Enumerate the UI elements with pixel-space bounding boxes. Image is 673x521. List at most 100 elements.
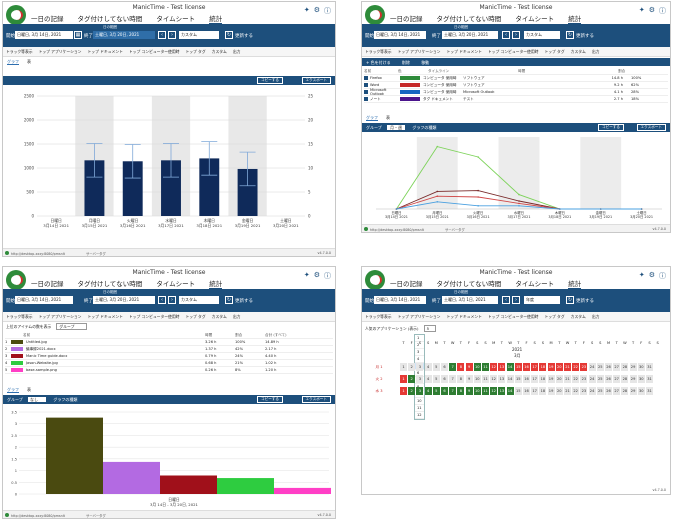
calendar-day-cell[interactable]: 3 bbox=[416, 387, 424, 395]
calendar-day-cell[interactable]: 22 bbox=[572, 387, 580, 395]
calendar-day-cell[interactable]: 29 bbox=[629, 387, 637, 395]
calendar-day-cell[interactable]: 18 bbox=[539, 387, 547, 395]
prev-range-button[interactable]: ‹ bbox=[502, 31, 510, 39]
delete-button[interactable]: 削除 bbox=[401, 60, 410, 65]
report-tab-track[interactable]: トラック等表示 bbox=[6, 314, 33, 319]
calendar-day-cell[interactable]: 27 bbox=[613, 363, 621, 371]
calendar-day-cell[interactable]: 26 bbox=[605, 387, 612, 395]
calendar-day-cell[interactable]: 4 bbox=[424, 363, 432, 371]
tab-untagged-time[interactable]: タグ付けしてない時間 bbox=[77, 280, 143, 288]
dropdown-option[interactable]: 11 bbox=[415, 405, 424, 412]
report-tab-docs[interactable]: トップ ドキュメント bbox=[87, 314, 123, 319]
calendar-day-cell[interactable]: 4 bbox=[424, 375, 432, 383]
status-url[interactable]: http://desktop-xxxy:8080/pmsnlt bbox=[11, 514, 65, 518]
copy-button[interactable]: コピーする bbox=[257, 396, 283, 403]
range-select[interactable]: カスタム bbox=[179, 296, 219, 304]
gear-icon[interactable]: ⚙ bbox=[313, 6, 320, 14]
calendar-day-cell[interactable]: 7 bbox=[449, 375, 457, 383]
calendar-day-cell[interactable]: 28 bbox=[621, 375, 629, 383]
table-row[interactable]: 2 議事録2021.docx 1.37 h 42% 2.17 h bbox=[5, 346, 333, 353]
calendar-day-cell[interactable]: 22 bbox=[572, 363, 580, 371]
report-tab-docs[interactable]: トップ ドキュメント bbox=[446, 49, 482, 54]
dropdown-option[interactable]: 3 bbox=[415, 349, 424, 356]
calendar-day-cell[interactable]: 15 bbox=[514, 387, 522, 395]
calendar-day-cell[interactable]: 7 bbox=[449, 387, 457, 395]
copy-button[interactable]: コピーする bbox=[598, 124, 624, 131]
copy-button[interactable]: コピーする bbox=[257, 77, 283, 84]
report-tab-custom[interactable]: カスタム bbox=[570, 314, 586, 319]
from-date-field[interactable]: 日曜日, 3月 14日, 2021 bbox=[15, 31, 73, 39]
tab-untagged-time[interactable]: タグ付けしてない時間 bbox=[436, 280, 502, 288]
calendar-day-cell[interactable]: 10 bbox=[473, 375, 481, 383]
calendar-day-cell[interactable]: 6 bbox=[441, 387, 448, 395]
calendar-day-cell[interactable]: 24 bbox=[588, 375, 596, 383]
pin-icon[interactable]: ✦ bbox=[303, 6, 310, 14]
calendar-day-cell[interactable]: 23 bbox=[580, 363, 588, 371]
calendar-day-cell[interactable]: 5 bbox=[432, 387, 440, 395]
calendar-day-cell[interactable]: 23 bbox=[580, 375, 588, 383]
calendar-day-cell[interactable]: 26 bbox=[605, 375, 612, 383]
group-select[interactable]: なし bbox=[28, 397, 47, 402]
calendar-day-cell[interactable]: 26 bbox=[605, 363, 612, 371]
row-color-swatch[interactable] bbox=[400, 83, 420, 87]
refresh-label[interactable]: 更新する bbox=[576, 34, 594, 39]
from-date-field[interactable]: 日曜日, 3月 14日, 2021 bbox=[374, 31, 426, 39]
calendar-day-cell[interactable]: 25 bbox=[596, 387, 604, 395]
pin-icon[interactable]: ✦ bbox=[638, 271, 645, 279]
calendar-day-cell[interactable]: 20 bbox=[555, 375, 563, 383]
refresh-icon[interactable]: ↻ bbox=[566, 296, 574, 304]
report-tab-export[interactable]: 出力 bbox=[232, 49, 241, 54]
calendar-day-cell[interactable]: 2 bbox=[408, 375, 416, 383]
report-tab-computer[interactable]: トップ コンピューター使用時 bbox=[487, 314, 539, 319]
calendar-day-cell[interactable]: 9 bbox=[465, 387, 473, 395]
status-url[interactable]: http://desktop-xxxy:8080/pmsnlt bbox=[370, 228, 424, 232]
calendar-day-cell[interactable]: 6 bbox=[441, 363, 448, 371]
calendar-day-cell[interactable]: 14 bbox=[506, 363, 514, 371]
calendar-day-cell[interactable]: 21 bbox=[564, 363, 571, 371]
calendar-day-cell[interactable]: 31 bbox=[646, 387, 653, 395]
calendar-day-cell[interactable]: 10 bbox=[473, 363, 481, 371]
calendar-day-cell[interactable]: 12 bbox=[490, 375, 498, 383]
tab-timesheet[interactable]: タイムシート bbox=[515, 280, 555, 288]
calendar-day-cell[interactable]: 7 bbox=[449, 363, 457, 371]
calendar-day-cell[interactable]: 15 bbox=[514, 375, 522, 383]
report-tab-computer[interactable]: トップ コンピューター使用時 bbox=[487, 49, 539, 54]
calendar-day-cell[interactable]: 18 bbox=[539, 363, 547, 371]
calendar-day-cell[interactable]: 5 bbox=[432, 375, 440, 383]
calendar-day-cell[interactable]: 29 bbox=[629, 363, 637, 371]
dropdown-option[interactable]: 4 bbox=[415, 356, 424, 363]
gear-icon[interactable]: ⚙ bbox=[648, 271, 655, 279]
calendar-day-cell[interactable]: 31 bbox=[646, 363, 653, 371]
calendar-day-cell[interactable]: 16 bbox=[523, 387, 530, 395]
to-date-field[interactable]: 土曜日, 3月 20日, 2021 bbox=[93, 296, 155, 304]
calendar-day-cell[interactable]: 21 bbox=[564, 375, 571, 383]
report-tab-tags[interactable]: トップ タグ bbox=[544, 49, 565, 54]
tab-untagged-time[interactable]: タグ付けしてない時間 bbox=[436, 15, 502, 23]
calendar-day-cell[interactable]: 4 bbox=[424, 387, 432, 395]
calendar-day-cell[interactable]: 2 bbox=[408, 387, 416, 395]
calendar-day-cell[interactable]: 20 bbox=[555, 363, 563, 371]
report-tab-apps[interactable]: トップ アプリケーション bbox=[397, 49, 441, 54]
calendar-day-cell[interactable]: 11 bbox=[482, 375, 489, 383]
row-color-swatch[interactable] bbox=[400, 76, 420, 80]
report-tab-custom[interactable]: カスタム bbox=[211, 49, 227, 54]
report-tab-docs[interactable]: トップ ドキュメント bbox=[446, 314, 482, 319]
pin-icon[interactable]: ✦ bbox=[638, 6, 645, 14]
calendar-day-cell[interactable]: 30 bbox=[637, 387, 645, 395]
calendar-day-cell[interactable]: 3 bbox=[416, 363, 424, 371]
info-icon[interactable]: ⓘ bbox=[659, 7, 666, 15]
table-row[interactable]: 4 Jason-Website.jpg 0.68 h 21% 1.02 h bbox=[5, 360, 333, 367]
row-checkbox[interactable] bbox=[364, 83, 368, 87]
calendar-day-cell[interactable]: 30 bbox=[637, 375, 645, 383]
calendar-day-cell[interactable]: 19 bbox=[547, 387, 555, 395]
filter-select[interactable]: 5 bbox=[423, 325, 437, 332]
calendar-day-cell[interactable]: 2 bbox=[408, 363, 416, 371]
refresh-label[interactable]: 更新する bbox=[235, 299, 253, 304]
calendar-day-cell[interactable]: 13 bbox=[498, 387, 506, 395]
tab-graph[interactable]: グラフ bbox=[7, 59, 19, 65]
tab-table[interactable]: 表 bbox=[27, 59, 31, 64]
export-button[interactable]: エクスポート bbox=[301, 77, 331, 84]
tab-timesheet[interactable]: タイムシート bbox=[156, 15, 196, 23]
tab-graph[interactable]: グラフ bbox=[7, 387, 19, 393]
calendar-day-cell[interactable]: 6 bbox=[441, 375, 448, 383]
